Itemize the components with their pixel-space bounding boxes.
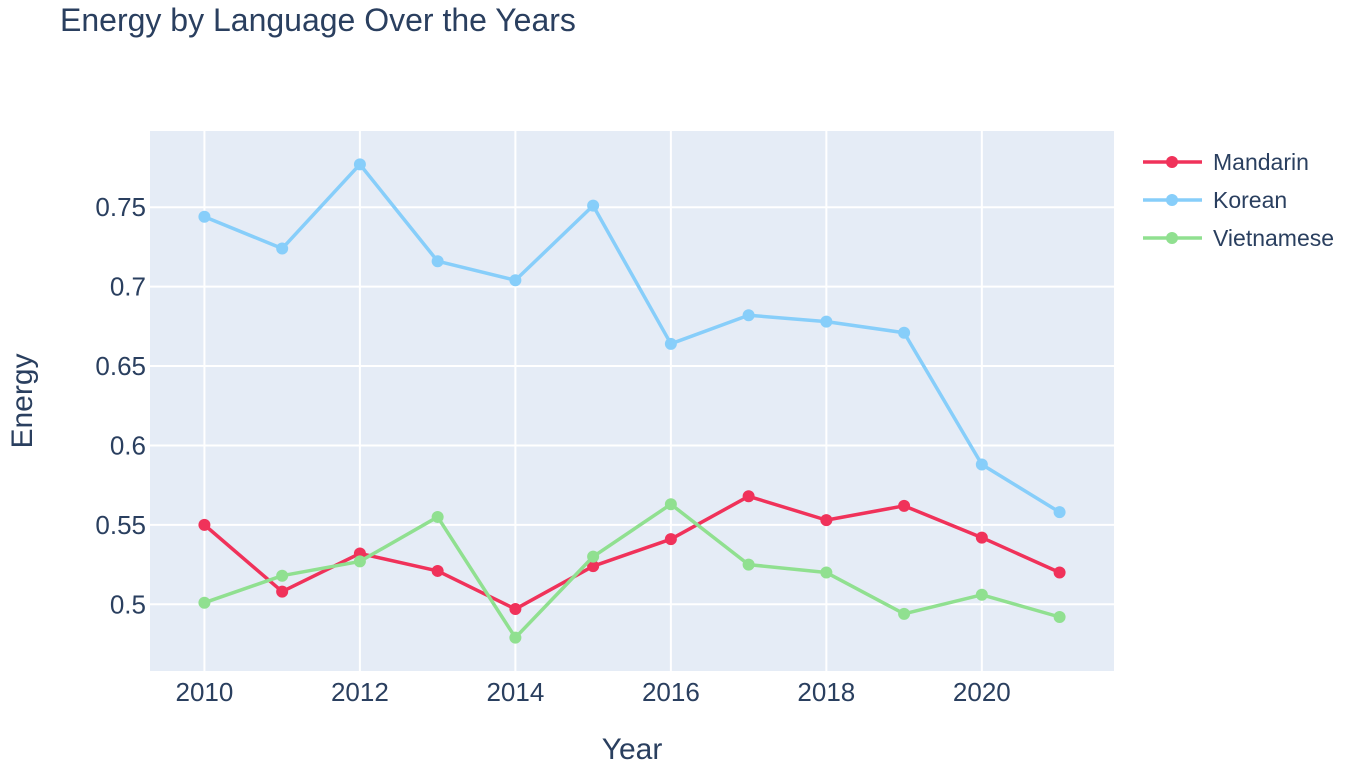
series-line-vietnamese [203, 502, 1061, 640]
data-point-mandarin[interactable] [198, 518, 211, 531]
gridlines [150, 131, 1114, 671]
legend-label: Vietnamese [1213, 225, 1334, 251]
data-point-mandarin[interactable] [1053, 566, 1066, 579]
data-point-korean[interactable] [431, 255, 444, 268]
y-axis-ticks: 0.5 0.55 0.6 0.65 0.7 0.75 [95, 192, 146, 619]
data-point-mandarin[interactable] [509, 603, 522, 616]
data-point-vietnamese[interactable] [664, 498, 677, 511]
y-tick-label: 0.65 [95, 351, 146, 381]
series-korean [198, 158, 1066, 519]
data-point-korean[interactable] [276, 242, 289, 255]
x-tick-label: 2010 [175, 677, 233, 707]
data-point-korean[interactable] [1053, 506, 1066, 519]
data-point-korean[interactable] [664, 337, 677, 350]
series-line-korean [203, 162, 1061, 514]
data-point-vietnamese[interactable] [353, 555, 366, 568]
x-axis-ticks: 2010 2012 2014 2016 2018 2020 [175, 677, 1010, 707]
data-point-korean[interactable] [742, 309, 755, 322]
data-point-vietnamese[interactable] [431, 510, 444, 523]
series-vietnamese [198, 498, 1066, 644]
data-point-vietnamese[interactable] [276, 569, 289, 582]
series-layer [198, 158, 1066, 644]
y-tick-label: 0.7 [110, 272, 146, 302]
data-point-korean[interactable] [975, 458, 988, 471]
x-axis-title: Year [602, 733, 663, 766]
legend-label: Mandarin [1213, 149, 1309, 175]
data-point-vietnamese[interactable] [587, 550, 600, 563]
data-point-vietnamese[interactable] [820, 566, 833, 579]
data-point-korean[interactable] [509, 274, 522, 287]
data-point-mandarin[interactable] [742, 490, 755, 503]
x-tick-label: 2014 [486, 677, 544, 707]
data-point-mandarin[interactable] [975, 531, 988, 544]
x-tick-label: 2018 [797, 677, 855, 707]
chart-title: Energy by Language Over the Years [60, 2, 576, 38]
data-point-korean[interactable] [898, 326, 911, 339]
plot-area [150, 131, 1114, 671]
data-point-mandarin[interactable] [820, 514, 833, 527]
data-point-korean[interactable] [353, 158, 366, 171]
y-tick-label: 0.55 [95, 510, 146, 540]
series-line-mandarin [203, 494, 1061, 611]
data-point-korean[interactable] [198, 210, 211, 223]
legend-marker [1166, 194, 1178, 206]
legend-marker [1166, 156, 1178, 168]
y-tick-label: 0.6 [110, 430, 146, 460]
data-point-mandarin[interactable] [431, 564, 444, 577]
data-point-vietnamese[interactable] [1053, 611, 1066, 623]
legend-marker [1166, 232, 1178, 244]
data-point-vietnamese[interactable] [898, 607, 911, 620]
data-point-vietnamese[interactable] [509, 631, 522, 644]
x-tick-label: 2016 [642, 677, 700, 707]
data-point-korean[interactable] [820, 315, 833, 328]
data-point-mandarin[interactable] [276, 585, 289, 598]
legend[interactable]: Mandarin Korean Vietnamese [1143, 149, 1334, 251]
data-point-vietnamese[interactable] [198, 596, 211, 609]
data-point-mandarin[interactable] [898, 499, 911, 512]
legend-label: Korean [1213, 187, 1287, 213]
legend-item-korean[interactable]: Korean [1143, 187, 1287, 213]
data-point-mandarin[interactable] [664, 533, 677, 546]
y-tick-label: 0.5 [110, 589, 146, 619]
data-point-mandarin[interactable] [587, 560, 600, 573]
legend-item-mandarin[interactable]: Mandarin [1143, 149, 1309, 175]
legend-item-vietnamese[interactable]: Vietnamese [1143, 225, 1334, 251]
data-point-vietnamese[interactable] [742, 558, 755, 571]
y-tick-label: 0.75 [95, 192, 146, 222]
x-tick-label: 2012 [331, 677, 389, 707]
data-point-korean[interactable] [587, 199, 600, 212]
y-axis-title: Energy [6, 353, 39, 448]
x-tick-label: 2020 [953, 677, 1011, 707]
data-point-vietnamese[interactable] [975, 588, 988, 601]
